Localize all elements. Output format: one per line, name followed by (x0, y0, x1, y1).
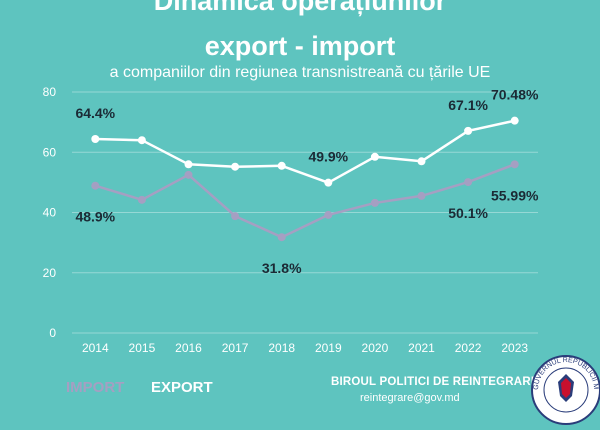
y-tick-label: 0 (49, 326, 56, 340)
organization-name: BIROUL POLITICI DE REINTEGRARE (331, 376, 539, 388)
legend-export: EXPORT (151, 379, 213, 396)
chart-title-line1: Dinamica operațiunilor (153, 0, 447, 16)
data-point-export (277, 161, 286, 170)
data-point-import (417, 191, 426, 200)
chart-subtitle: a companiilor din regiunea transnistrean… (109, 64, 491, 81)
data-point-export (184, 160, 193, 169)
infographic: Dinamica operațiunilor export - import a… (43, 0, 600, 425)
series-points (91, 116, 519, 242)
data-labels: 64.4% 49.9% 67.1%70.48% 48.9% 31.8% 50.1%55.9… (75, 87, 539, 277)
y-tick-label: 80 (43, 85, 57, 99)
series-line-import (94, 163, 516, 239)
y-tick-label: 60 (43, 145, 57, 159)
government-emblem-icon: GUVERNUL REPUBLICII MOLDOVA (526, 350, 600, 425)
series-lines (94, 119, 516, 239)
data-point-import (137, 195, 146, 204)
x-tick-label: 2022 (455, 341, 482, 355)
data-point-import (464, 178, 473, 187)
data-point-import (370, 198, 379, 207)
x-tick-label: 2019 (315, 341, 342, 355)
data-label: 70.48% (491, 87, 539, 103)
data-point-export (91, 134, 100, 143)
data-point-import (324, 210, 333, 219)
data-label: 55.99% (491, 187, 539, 203)
y-tick-label: 40 (43, 206, 57, 220)
series-line-export (95, 119, 515, 184)
x-tick-label: 2023 (501, 341, 528, 355)
data-point-import (510, 160, 519, 169)
data-label: 67.1% (448, 97, 488, 113)
data-label: 49.9% (308, 149, 348, 165)
y-tick-label: 20 (43, 266, 57, 280)
data-point-import (231, 212, 240, 221)
legend-import: IMPORT (66, 379, 125, 396)
y-axis: 0 20 40 60 80 (43, 85, 57, 340)
data-point-export (370, 152, 379, 161)
data-point-import (91, 181, 100, 190)
data-point-export (231, 162, 240, 171)
x-tick-label: 2018 (268, 341, 295, 355)
x-tick-label: 2017 (222, 341, 249, 355)
grid-lines (72, 91, 538, 334)
chart-title-line2: export - import (204, 31, 396, 61)
data-point-export (324, 178, 333, 187)
data-label: 31.8% (262, 260, 302, 276)
data-point-export (417, 157, 426, 166)
data-point-export (510, 116, 519, 125)
x-tick-label: 2015 (129, 341, 156, 355)
x-tick-label: 2021 (408, 341, 435, 355)
data-label: 48.9% (75, 209, 115, 225)
x-tick-label: 2016 (175, 341, 202, 355)
x-tick-label: 2020 (362, 341, 389, 355)
data-point-export (137, 136, 146, 145)
data-point-import (184, 170, 193, 179)
data-point-export (464, 126, 473, 135)
x-axis: 2014 2015 2016 2017 2018 2019 2020 2021 2022 2023 (82, 341, 528, 355)
organization-email: reintegrare@gov.md (360, 392, 460, 404)
data-label: 64.4% (75, 105, 115, 121)
x-tick-label: 2014 (82, 341, 109, 355)
data-label: 50.1% (448, 205, 488, 221)
data-point-import (277, 233, 286, 242)
